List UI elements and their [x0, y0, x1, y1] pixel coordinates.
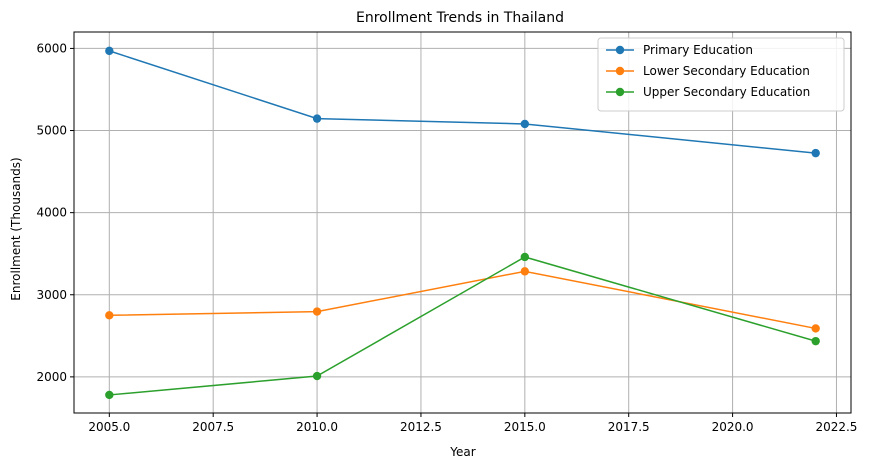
data-point: [811, 336, 820, 346]
ticks: 2005.0 2007.5 2010.0 2012.5 2015.0 2017.5 2020…: [36, 41, 857, 434]
data-point: [105, 311, 114, 320]
data-point: [811, 324, 820, 333]
y-axis-label: Enrollment (Thousands): [9, 157, 23, 300]
series-line: [109, 270, 816, 330]
data-point: [105, 390, 114, 400]
legend-marker: [615, 45, 625, 55]
series-2: [105, 267, 820, 333]
series-line: [109, 256, 816, 396]
y-tick-label: 3000: [36, 288, 67, 302]
legend-entry: Upper Secondary Education: [606, 85, 810, 99]
data-point: [312, 371, 322, 381]
legend-marker: [615, 87, 625, 97]
plot-frame: [73, 31, 852, 414]
series-1: [105, 46, 820, 158]
legend-entry: Primary Education: [606, 43, 753, 57]
x-tick-label: 2017.5: [608, 420, 650, 434]
x-tick-label: 2015.0: [504, 420, 546, 434]
legend-label: Lower Secondary Education: [643, 64, 810, 78]
chart-title: Enrollment Trends in Thailand: [356, 10, 564, 26]
legend: Primary Education Lower Secondary Educati…: [597, 37, 845, 112]
y-tick-label: 6000: [36, 41, 67, 55]
x-tick-label: 2010.0: [296, 420, 338, 434]
data-point: [312, 114, 322, 123]
y-tick-label: 2000: [36, 370, 67, 384]
x-axis-label: Year: [449, 445, 475, 459]
legend-box: [597, 37, 845, 112]
data-point: [520, 119, 530, 129]
x-tick-label: 2022.5: [815, 420, 857, 434]
y-tick-label: 4000: [36, 206, 67, 220]
y-tick-label: 5000: [36, 124, 67, 138]
series-layer: [105, 46, 820, 400]
x-tick-label: 2012.5: [400, 420, 442, 434]
series-line: [109, 50, 816, 154]
data-point: [105, 46, 114, 56]
x-tick-label: 2005.0: [88, 420, 130, 434]
x-tick-label: 2007.5: [192, 420, 234, 434]
legend-marker: [615, 66, 625, 76]
data-point: [811, 148, 820, 158]
x-tick-label: 2020.0: [712, 420, 754, 434]
legend-label: Upper Secondary Education: [643, 85, 810, 99]
data-point: [520, 252, 530, 262]
data-point: [312, 307, 322, 316]
data-point: [520, 267, 530, 276]
legend-label: Primary Education: [643, 43, 753, 57]
legend-entry: Lower Secondary Education: [606, 64, 810, 78]
series-3: [105, 252, 820, 400]
